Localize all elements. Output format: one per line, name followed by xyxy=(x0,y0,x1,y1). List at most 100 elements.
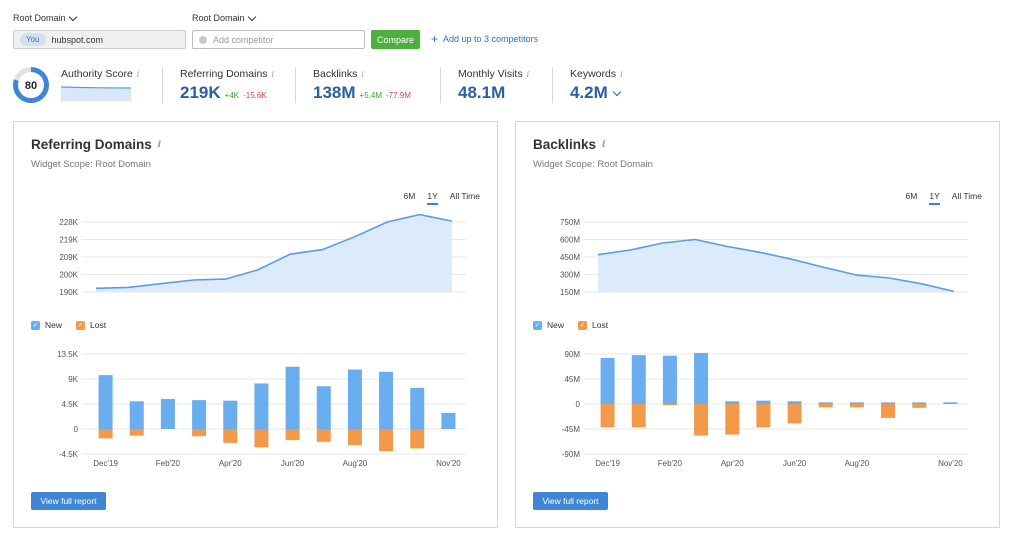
y-tick-label: 150M xyxy=(560,288,580,297)
y-tick-label: 0 xyxy=(576,400,581,409)
root-domain-label: Root Domain xyxy=(13,13,66,23)
metric-divider xyxy=(162,67,163,103)
monthly-visits-value: 48.1M xyxy=(458,83,506,102)
bar-lost xyxy=(725,404,740,435)
y-tick-label: -45M xyxy=(562,425,581,434)
metric-divider xyxy=(552,67,553,103)
authority-score-text: Authority Score xyxy=(61,68,133,80)
info-icon[interactable]: i xyxy=(157,139,162,150)
bar-lost xyxy=(912,404,927,408)
legend-lost[interactable]: ✓ Lost xyxy=(578,320,608,330)
bar-new xyxy=(943,402,958,404)
info-icon[interactable]: i xyxy=(602,139,606,150)
y-tick-label: 600M xyxy=(560,236,580,245)
series-line xyxy=(597,238,955,293)
competitor-placeholder: Add competitor xyxy=(213,34,274,45)
x-tick-label: Dec'19 xyxy=(595,459,620,468)
backlinks-lost: -77.9M xyxy=(386,91,411,100)
referring-domains-lost: -15.6K xyxy=(243,91,267,100)
x-tick-label: Feb'20 xyxy=(658,459,683,468)
y-tick-label: -4.5K xyxy=(59,450,79,459)
bar-new xyxy=(316,386,331,429)
x-tick-label: Apr'20 xyxy=(219,459,242,468)
authority-score-label: Authority Score i xyxy=(61,68,139,80)
backlinks-new: +5.4M xyxy=(359,91,382,100)
legend-lost-label: Lost xyxy=(592,320,609,330)
tab-6m[interactable]: 6M xyxy=(403,191,416,201)
card-title-text: Backlinks xyxy=(533,137,597,152)
legend-new-label: New xyxy=(547,320,565,330)
keywords-metric[interactable]: 4.2M xyxy=(570,83,622,103)
root-domain-select-right[interactable]: Root Domain xyxy=(192,12,256,23)
chevron-down-icon xyxy=(247,12,256,21)
legend-new[interactable]: ✓ New xyxy=(533,320,564,330)
legend-new-label: New xyxy=(45,320,63,330)
legend-new[interactable]: ✓ New xyxy=(31,320,62,330)
tab-all-time[interactable]: All Time xyxy=(449,191,480,201)
bar-new xyxy=(98,375,113,429)
info-icon[interactable]: i xyxy=(526,69,530,79)
bar-lost xyxy=(818,404,833,408)
your-domain-value: hubspot.com xyxy=(51,34,104,45)
bar-lost xyxy=(192,429,207,437)
tab-6m[interactable]: 6M xyxy=(905,191,918,201)
referring-domains-metric[interactable]: 219K +4K -15.6K xyxy=(180,83,267,103)
add-competitors-link[interactable]: + Add up to 3 competitors xyxy=(431,33,538,45)
root-domain-select-left[interactable]: Root Domain xyxy=(13,12,77,23)
view-full-report-button[interactable]: View full report xyxy=(533,492,608,510)
period-tabs: 6M 1Y All Time xyxy=(906,191,982,205)
referring-domains-new: +4K xyxy=(224,91,240,100)
bar-new xyxy=(160,399,175,429)
card-title-text: Referring Domains xyxy=(31,137,152,152)
y-tick-label: 45M xyxy=(564,375,580,384)
info-icon[interactable]: i xyxy=(620,69,623,79)
view-full-report-button[interactable]: View full report xyxy=(31,492,106,510)
x-tick-label: Feb'20 xyxy=(156,459,181,468)
info-icon[interactable]: i xyxy=(271,69,275,79)
tab-1y[interactable]: 1Y xyxy=(929,191,940,205)
y-tick-label: -90M xyxy=(562,450,581,459)
bar-lost xyxy=(787,404,802,424)
bar-lost xyxy=(756,404,771,428)
y-tick-label: 90M xyxy=(564,350,580,359)
backlinks-text: Backlinks xyxy=(313,68,358,80)
bar-new xyxy=(285,366,300,429)
bar-new xyxy=(756,400,771,404)
monthly-visits-text: Monthly Visits xyxy=(458,68,523,80)
x-tick-label: Jun'20 xyxy=(281,459,305,468)
bar-lost xyxy=(881,404,896,418)
y-tick-label: 450M xyxy=(560,253,580,262)
backlinks-bar-chart: 90M 45M 0 -45M -90M Dec'19 Feb'20 Apr'20 Jun'20 A… xyxy=(562,350,968,468)
referring-domains-bar-chart: 13.5K 9K 4.5K 0 -4.5K Dec'19 Feb'20 Apr'20 Jun'2… xyxy=(57,350,466,468)
info-icon[interactable]: i xyxy=(136,69,140,79)
bar-lost xyxy=(129,429,144,436)
x-tick-label: Dec'19 xyxy=(93,459,118,468)
backlinks-card: Backlinks i Widget Scope: Root Domain 6M… xyxy=(515,121,1000,528)
x-tick-label: Aug'20 xyxy=(845,459,870,468)
checkbox-icon: ✓ xyxy=(578,320,588,330)
x-tick-label: Nov'20 xyxy=(436,459,461,468)
competitor-input[interactable]: Add competitor xyxy=(192,30,365,49)
bar-new xyxy=(818,402,833,404)
bar-new xyxy=(631,355,646,404)
y-tick-label: 190K xyxy=(59,288,78,297)
info-icon[interactable]: i xyxy=(361,69,364,79)
monthly-visits-metric[interactable]: 48.1M xyxy=(458,83,505,103)
widget-scope: Widget Scope: Root Domain xyxy=(31,159,151,170)
tab-1y[interactable]: 1Y xyxy=(427,191,438,205)
tab-all-time[interactable]: All Time xyxy=(951,191,982,201)
your-domain-field[interactable]: You hubspot.com xyxy=(13,30,186,49)
y-tick-label: 9K xyxy=(68,375,78,384)
referring-domains-label: Referring Domains i xyxy=(180,68,274,80)
backlinks-metric[interactable]: 138M +5.4M -77.9M xyxy=(313,83,411,103)
checkbox-icon: ✓ xyxy=(76,320,86,330)
bar-lost xyxy=(285,429,300,441)
bar-new xyxy=(849,402,864,404)
compare-button[interactable]: Compare xyxy=(371,30,420,49)
chevron-down-icon xyxy=(68,12,77,21)
bar-new xyxy=(223,400,238,429)
bar-lost xyxy=(254,429,269,448)
root-domain-label: Root Domain xyxy=(192,13,245,23)
legend-lost[interactable]: ✓ Lost xyxy=(76,320,106,330)
chevron-down-icon[interactable] xyxy=(612,87,622,96)
